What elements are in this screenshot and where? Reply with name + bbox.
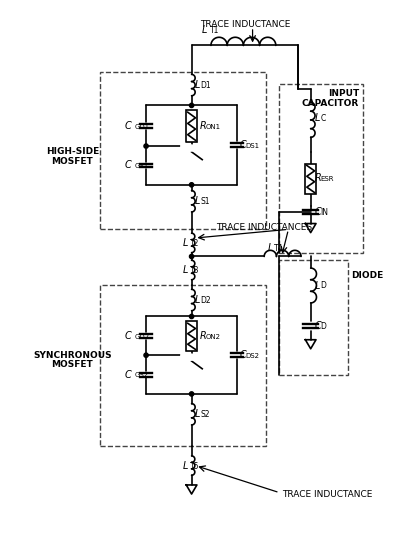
Text: L: L [201,25,207,35]
Text: C: C [314,321,321,331]
Text: TRACE INDUCTANCE: TRACE INDUCTANCE [282,490,372,499]
Text: L: L [314,113,320,123]
Text: HIGH-SIDE: HIGH-SIDE [46,147,99,156]
Text: L: L [314,280,320,291]
Bar [100,285,266,446]
Circle shape [144,144,148,148]
Text: GS2: GS2 [134,373,149,379]
Bar [305,163,316,195]
Text: C: C [320,114,325,123]
Text: S2: S2 [200,410,210,419]
Text: C: C [314,207,321,217]
Text: L: L [182,460,188,471]
Text: L: L [182,265,188,275]
Text: L: L [194,80,200,90]
Text: TRACE INDUCTANCE: TRACE INDUCTANCE [199,19,290,29]
Text: ON2: ON2 [205,334,220,340]
Text: DS1: DS1 [246,143,260,149]
Bar [100,71,266,229]
Circle shape [190,254,194,259]
Text: C: C [125,161,132,170]
Circle shape [190,314,194,319]
Text: R: R [199,121,206,131]
Text: R: R [199,331,206,341]
Text: T3: T3 [190,266,199,275]
Text: DIODE: DIODE [351,272,384,280]
Text: CAPACITOR: CAPACITOR [302,99,359,108]
Text: MOSFET: MOSFET [52,157,93,166]
Text: S1: S1 [200,197,210,206]
Text: L: L [194,410,200,419]
Text: C: C [125,331,132,341]
Circle shape [190,183,194,187]
Circle shape [144,353,148,358]
Text: ESR: ESR [320,176,334,182]
Text: GD1: GD1 [134,124,150,130]
Text: D1: D1 [200,81,211,90]
Text: SYNCHRONOUS: SYNCHRONOUS [33,351,112,360]
Text: L: L [194,295,200,305]
Text: C: C [125,370,132,380]
Bar [279,260,348,374]
Circle shape [190,392,194,396]
Text: T1: T1 [210,26,219,35]
Circle shape [190,103,194,108]
Text: GD2: GD2 [134,334,149,340]
Text: INPUT: INPUT [328,89,359,98]
Text: C: C [240,350,247,360]
Bar [279,84,363,253]
Text: MOSFET: MOSFET [52,360,93,370]
Text: ON1: ON1 [205,124,220,130]
Text: L: L [182,238,188,248]
Text: D: D [320,322,326,331]
Text: D2: D2 [200,296,211,305]
Bar [186,110,198,142]
Text: C: C [125,121,132,131]
Text: DS2: DS2 [246,353,260,359]
Circle shape [181,143,187,149]
Text: L: L [194,196,200,206]
Text: C: C [240,140,247,150]
Text: T2: T2 [190,239,199,248]
Text: IN: IN [320,208,328,217]
Text: L: L [268,243,273,253]
Text: D: D [320,281,326,291]
Circle shape [181,352,187,358]
Text: TRACE INDUCTANCES: TRACE INDUCTANCES [216,223,312,232]
Circle shape [189,354,194,360]
Text: T5: T5 [190,461,199,471]
Text: T4: T4 [274,243,283,253]
Text: GS1: GS1 [134,163,149,169]
Text: R: R [314,173,321,183]
Circle shape [189,145,194,151]
Bar [186,321,198,351]
